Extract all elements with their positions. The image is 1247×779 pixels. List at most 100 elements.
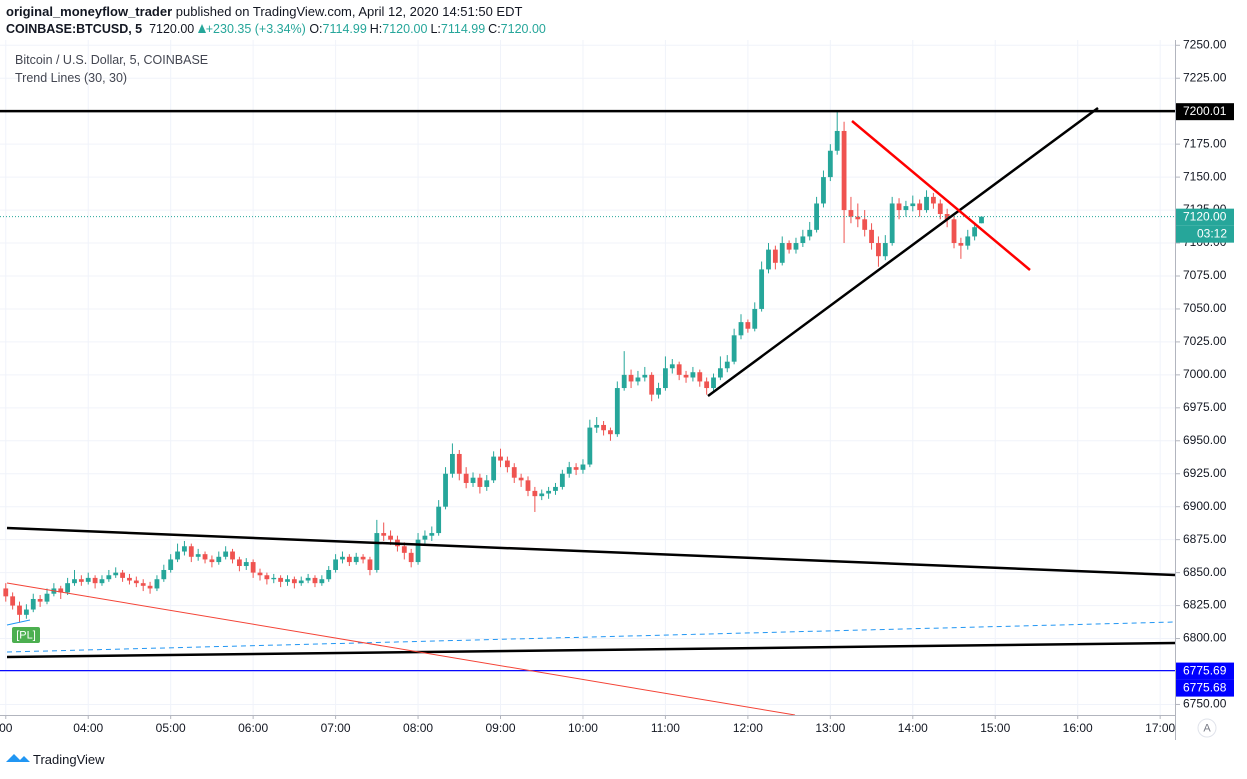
candle-body (930, 196, 936, 204)
x-tick-label: 13:00 (815, 721, 845, 735)
x-tick-label: 06:00 (238, 721, 268, 735)
y-tick-label: 6875.00 (1183, 532, 1227, 546)
y-tick-label: 6925.00 (1183, 466, 1227, 480)
candle-body (539, 493, 545, 497)
candle-body (951, 219, 957, 244)
y-tick-label: 6800.00 (1183, 631, 1227, 645)
candle-body (628, 374, 634, 382)
candle-body (216, 556, 222, 563)
candle-body (44, 593, 50, 602)
candle-body (855, 216, 861, 220)
candle-body (910, 203, 916, 207)
x-tick-label: 16:00 (1063, 721, 1093, 735)
candle-body (51, 588, 57, 594)
candle-body (120, 572, 125, 578)
candle-body (656, 388, 661, 395)
candle-body (731, 335, 737, 362)
candle-body (663, 368, 668, 389)
candle-body (498, 456, 503, 461)
ohlc-label: C: (488, 22, 501, 36)
ohlc-value: 7114.99 (322, 22, 367, 36)
candle-body (546, 490, 552, 494)
candle-body (450, 453, 455, 474)
candle-body (37, 598, 43, 602)
x-tick-label: 15:00 (980, 721, 1010, 735)
candle-body (58, 588, 64, 593)
candle-body (408, 552, 414, 563)
candle-body (676, 364, 682, 375)
trend-line (6, 619, 31, 626)
x-tick-label: 04:00 (73, 721, 103, 735)
candle-body (745, 322, 751, 329)
y-tick-label: 7125.00 (1183, 202, 1227, 216)
candle-body (333, 559, 339, 570)
candle-body (484, 480, 490, 487)
x-tick-label: 10:00 (568, 721, 598, 735)
ohlc-value: 7120.00 (382, 22, 428, 36)
candle-body (346, 556, 352, 563)
candle-body (161, 569, 167, 580)
candle-body (17, 605, 22, 615)
trend-line (6, 621, 1175, 653)
ohlc-label: O: (309, 22, 323, 36)
candle-body (491, 456, 497, 481)
ohlc-value: 7114.99 (440, 22, 486, 36)
y-tick-label: 6825.00 (1183, 598, 1227, 612)
candle-body (752, 308, 758, 329)
candle-body (456, 453, 462, 474)
candle-body (566, 467, 572, 474)
candle-body (340, 556, 345, 560)
y-tick-label: 7025.00 (1183, 334, 1227, 348)
candle-body (724, 361, 730, 369)
candle-body (504, 460, 510, 468)
candle-body (30, 598, 36, 610)
candle-body (113, 572, 119, 576)
candle-body (443, 473, 448, 507)
candle-body (195, 554, 201, 557)
publish-line: original_moneyflow_trader published on T… (6, 4, 522, 19)
x-tick-label: 08:00 (403, 721, 433, 735)
candle-body (182, 546, 187, 552)
candle-body (717, 368, 723, 378)
candle-body (415, 539, 421, 563)
candle-body (436, 506, 442, 534)
candle-body (608, 430, 613, 435)
x-tick-label: 17:00 (1145, 721, 1175, 735)
candle-body (862, 219, 868, 230)
candle-body (972, 227, 978, 237)
candle-body (395, 539, 400, 547)
y-tick-label: 7075.00 (1183, 268, 1227, 282)
trend-line (707, 106, 1099, 398)
y-tick-label: 7225.00 (1183, 70, 1227, 84)
pl-badge (12, 627, 40, 643)
published: published on TradingView.com, April 12, … (175, 4, 523, 19)
price-level-box (1176, 679, 1234, 697)
countdown: 03:12 (1197, 226, 1227, 240)
y-tick-label: 7175.00 (1183, 136, 1227, 150)
y-tick-label: 7000.00 (1183, 367, 1227, 381)
autoscale-button[interactable] (1197, 718, 1217, 738)
candle-body (587, 427, 593, 465)
candle-body (3, 588, 9, 597)
candle-body (85, 577, 91, 582)
candle-body (525, 480, 531, 491)
candle-body (896, 203, 902, 211)
autoscale-label[interactable]: A (1203, 722, 1211, 734)
candle-body (924, 196, 929, 211)
candle-body (834, 130, 840, 151)
candle-body (738, 322, 744, 336)
legend-title: Bitcoin / U.S. Dollar, 5, COINBASE (15, 53, 209, 67)
x-tick-label: 12:00 (733, 721, 763, 735)
candle-body (367, 559, 373, 570)
y-tick-label: 7100.00 (1183, 235, 1227, 249)
ohlc-label: L: (430, 22, 441, 36)
candle-body (642, 374, 648, 378)
candle-body (243, 562, 249, 567)
candle-body (360, 556, 366, 560)
candle-body (374, 533, 380, 570)
candle-body (690, 372, 696, 378)
candle-body (401, 546, 407, 553)
candle-body (140, 583, 146, 586)
